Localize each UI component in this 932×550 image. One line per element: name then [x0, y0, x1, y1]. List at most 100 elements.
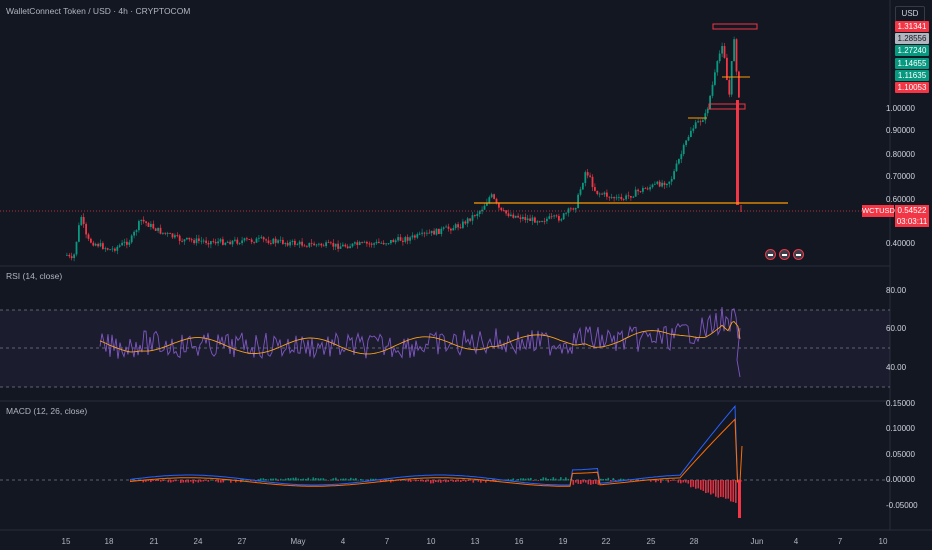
macd-bar [290, 478, 292, 481]
candle-body [476, 213, 479, 217]
macd-bar [595, 480, 597, 484]
candle-body [154, 228, 157, 231]
candle-body [373, 243, 375, 245]
macd-bar [305, 478, 307, 481]
macd-bar [262, 478, 265, 481]
price-tick: 1.00000 [886, 104, 915, 113]
candle-body [610, 197, 613, 198]
macd-bar [425, 480, 427, 483]
candle-body [586, 172, 589, 176]
macd-bar [245, 479, 247, 481]
candle-body [159, 227, 162, 234]
candle-body [106, 248, 109, 250]
macd-bar [635, 480, 637, 481]
macd-tick: 0.05000 [886, 450, 915, 459]
macd-bar [652, 480, 655, 481]
candle-body [267, 240, 270, 244]
macd-bar [275, 478, 277, 481]
macd-bar [695, 480, 697, 489]
symbol-title[interactable]: WalletConnect Token / USD · 4h · CRYPTOC… [6, 6, 191, 16]
macd-bar [462, 480, 465, 482]
candle-body [258, 237, 260, 239]
candle-body [291, 240, 294, 242]
macd-bar [525, 478, 527, 481]
candle-body [337, 243, 339, 249]
candle-body [282, 239, 284, 244]
candle-body [114, 248, 116, 251]
candle-body [195, 238, 198, 244]
macd-bar [610, 480, 612, 482]
candle-body [548, 216, 551, 219]
candle-body [591, 176, 594, 188]
candle-body [462, 221, 464, 228]
candle-body [519, 217, 522, 219]
candle-body [147, 222, 150, 227]
macd-bar [322, 478, 325, 481]
candle-body [186, 237, 188, 240]
time-tick: 25 [646, 537, 656, 546]
macd-bar [370, 478, 372, 481]
candle-body [315, 244, 318, 246]
candle-body [529, 218, 531, 222]
macd-bar [402, 479, 405, 481]
candle-body [661, 182, 663, 187]
price-badge: 1.28556 [895, 33, 929, 44]
candle-body [409, 237, 411, 241]
macd-bar [347, 479, 350, 481]
candle-body [82, 217, 85, 224]
bar-countdown: 03:03:11 [896, 217, 928, 226]
macd-bar [412, 480, 415, 481]
candle-body [466, 218, 469, 224]
candle-body [692, 128, 695, 131]
candle-body [615, 197, 618, 199]
candle-body [298, 241, 301, 245]
candle-body [536, 221, 539, 223]
rsi-label[interactable]: RSI (14, close) [6, 271, 63, 281]
macd-bar [147, 480, 150, 482]
macd-label[interactable]: MACD (12, 26, close) [6, 406, 88, 416]
time-tick: 4 [793, 537, 799, 546]
macd-bar [312, 477, 315, 481]
macd-bar [520, 478, 522, 481]
macd-bar [705, 480, 707, 494]
candle-body [553, 215, 555, 217]
currency-button[interactable]: USD [895, 6, 925, 22]
candle-body [145, 221, 147, 223]
macd-bar [397, 480, 400, 481]
macd-bar [315, 478, 317, 481]
candle-body [176, 235, 179, 237]
candle-body [668, 181, 671, 184]
candle-body [274, 238, 277, 243]
event-flag-icon[interactable] [779, 249, 790, 260]
candle-body [404, 237, 407, 242]
macd-bar [497, 479, 500, 481]
macd-bar [170, 480, 172, 483]
macd-bar [135, 480, 137, 481]
macd-bar [410, 480, 412, 482]
candle-body [584, 172, 587, 184]
candle-body [390, 239, 392, 244]
macd-bar [217, 480, 220, 483]
macd-bar [605, 478, 607, 481]
macd-bar [655, 480, 657, 483]
macd-bar [735, 480, 737, 503]
candle-body [382, 242, 385, 245]
candle-body [375, 241, 378, 244]
time-tick: 28 [689, 537, 699, 546]
macd-bar [157, 480, 160, 481]
macd-bar [175, 480, 177, 482]
event-flag-icon[interactable] [765, 249, 776, 260]
candle-body [632, 196, 635, 198]
candle-body [306, 246, 308, 248]
candle-body [75, 241, 78, 255]
price-badge: 1.11635 [895, 70, 929, 81]
candle-body [541, 221, 543, 222]
macd-bar [400, 480, 402, 482]
event-flag-icon[interactable] [793, 249, 804, 260]
candle-body [534, 217, 536, 223]
candle-body [394, 240, 397, 243]
candle-body [510, 214, 512, 217]
macd-bar [442, 480, 445, 482]
macd-bar [165, 479, 167, 481]
